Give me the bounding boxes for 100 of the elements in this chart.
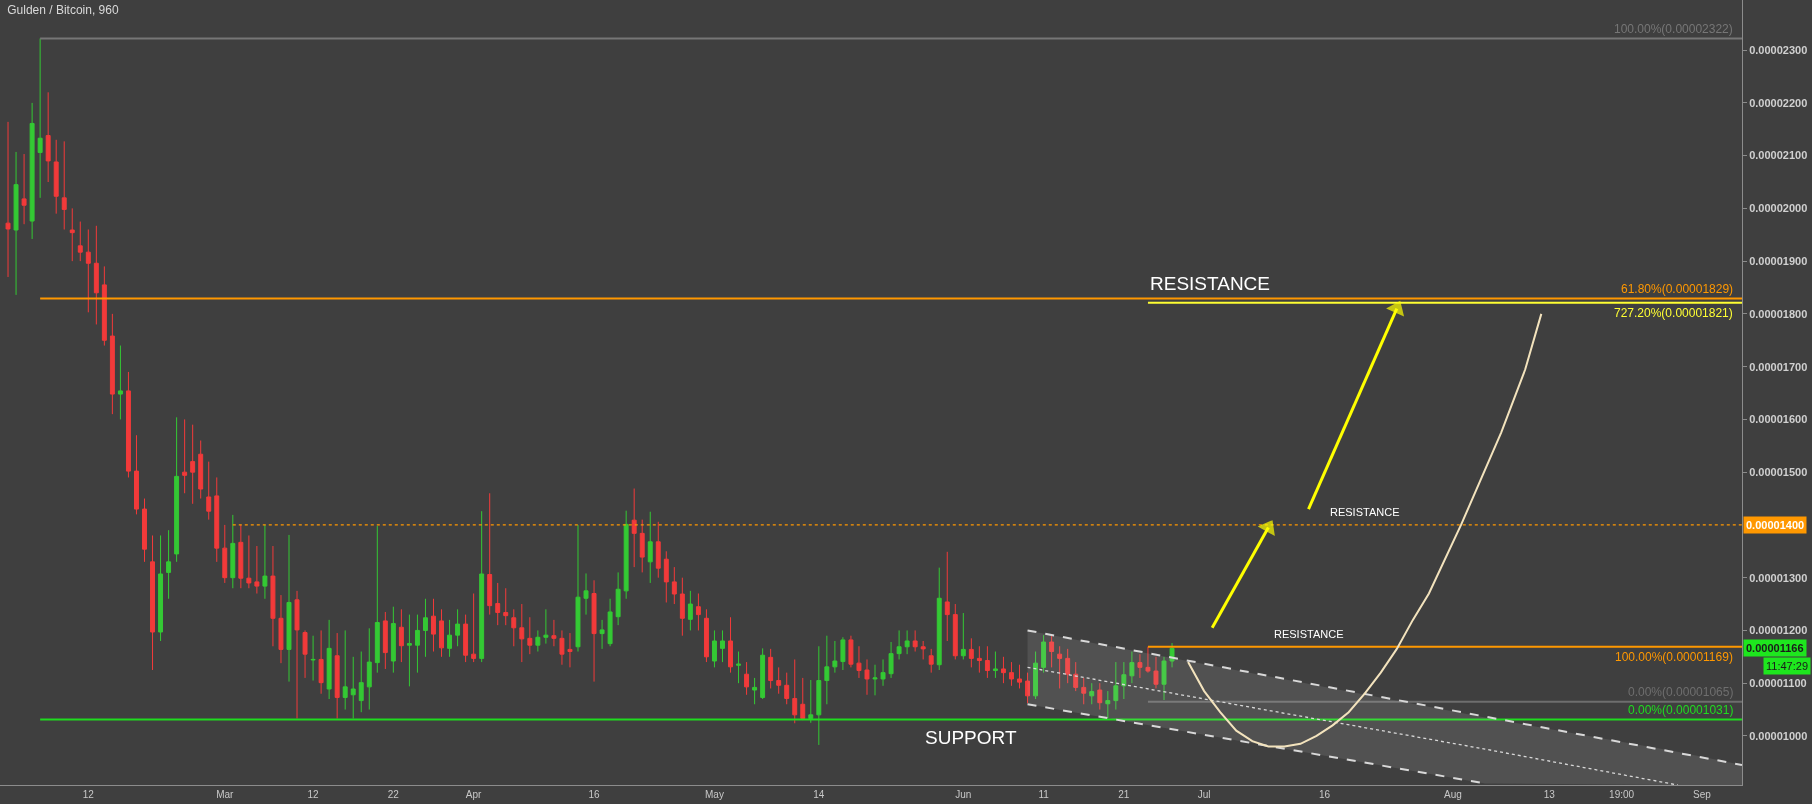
candlestick bbox=[728, 616, 733, 674]
candlestick bbox=[342, 629, 348, 711]
candlestick bbox=[920, 640, 926, 660]
candlestick bbox=[246, 534, 252, 589]
y-tick-label: 0.00001300 bbox=[1749, 571, 1808, 584]
candlestick bbox=[816, 645, 822, 746]
candlestick bbox=[198, 440, 204, 500]
candlestick bbox=[928, 648, 934, 674]
x-tick-label: 11 bbox=[1038, 789, 1050, 800]
candlestick bbox=[575, 524, 581, 653]
candlestick bbox=[1057, 645, 1063, 689]
candlestick bbox=[77, 221, 83, 262]
annotation: RESISTANCE bbox=[1274, 628, 1344, 640]
candlestick bbox=[382, 611, 388, 670]
candlestick bbox=[840, 636, 846, 671]
candlestick bbox=[936, 567, 942, 671]
text: 0.00001166 bbox=[1746, 642, 1804, 654]
candlestick bbox=[1137, 653, 1143, 679]
candlestick bbox=[631, 488, 637, 568]
x-tick-label: Jun bbox=[955, 789, 972, 800]
x-tick-label: 12 bbox=[82, 789, 95, 800]
candlestick bbox=[655, 521, 661, 579]
candlestick bbox=[390, 606, 396, 674]
candlestick bbox=[527, 616, 533, 655]
candlestick bbox=[326, 619, 332, 700]
x-tick-label: May bbox=[705, 789, 724, 800]
y-tick-label: 0.00002100 bbox=[1749, 149, 1808, 162]
candlestick bbox=[1153, 656, 1159, 689]
annotation: RESISTANCE bbox=[1150, 273, 1271, 294]
candlestick bbox=[238, 524, 244, 589]
candlestick bbox=[832, 640, 838, 674]
candlestick bbox=[639, 519, 645, 573]
candlestick bbox=[679, 577, 685, 637]
candlestick bbox=[1161, 656, 1167, 701]
x-tick-label: 13 bbox=[1543, 789, 1556, 800]
candlestick bbox=[93, 225, 99, 325]
candlestick bbox=[495, 582, 501, 626]
candlestick bbox=[302, 629, 308, 679]
candlestick bbox=[278, 594, 284, 664]
candlestick bbox=[142, 498, 147, 563]
candlestick bbox=[431, 598, 436, 653]
x-tick-label: 14 bbox=[813, 789, 825, 800]
candlestick bbox=[61, 140, 67, 230]
y-tick-label: 0.00002300 bbox=[1749, 43, 1808, 56]
candlestick bbox=[294, 590, 300, 720]
x-tick-label: Sep bbox=[1692, 789, 1712, 800]
candlestick bbox=[1073, 661, 1079, 692]
candlestick bbox=[85, 228, 91, 313]
candlestick bbox=[334, 632, 340, 720]
candlestick bbox=[463, 614, 469, 663]
candlestick bbox=[406, 614, 412, 687]
candlestick bbox=[350, 656, 356, 720]
candlestick bbox=[21, 153, 27, 225]
candlestick bbox=[1041, 634, 1047, 674]
candlestick bbox=[1089, 682, 1095, 705]
candlestick bbox=[366, 627, 372, 711]
candlestick bbox=[1129, 651, 1135, 684]
candlestick bbox=[222, 524, 228, 584]
candlestick bbox=[695, 593, 701, 631]
candlestick bbox=[101, 265, 107, 347]
candlestick bbox=[69, 207, 75, 262]
candlestick bbox=[960, 612, 966, 660]
candlestick bbox=[623, 510, 629, 600]
candlestick bbox=[190, 424, 196, 505]
candlestick bbox=[254, 545, 260, 594]
candlestick bbox=[872, 664, 878, 696]
candlestick bbox=[479, 510, 485, 663]
candlestick bbox=[1145, 646, 1151, 674]
candlestick bbox=[711, 629, 717, 668]
candlestick bbox=[784, 672, 790, 705]
candlestick bbox=[535, 629, 541, 653]
candlestick bbox=[182, 418, 188, 494]
x-tick-label: 21 bbox=[1118, 789, 1130, 800]
candlestick bbox=[687, 590, 693, 631]
annotation: RESISTANCE bbox=[1330, 506, 1400, 518]
candlestick bbox=[374, 525, 380, 674]
series-label: 0.00001400 bbox=[1746, 519, 1805, 531]
candlestick bbox=[206, 461, 212, 521]
candlestick bbox=[599, 619, 605, 650]
candlestick bbox=[880, 658, 886, 687]
candlestick bbox=[1113, 661, 1119, 711]
candlestick bbox=[270, 545, 276, 647]
x-tick-label: Apr bbox=[465, 789, 483, 800]
candlestick bbox=[174, 416, 180, 563]
candlestick bbox=[109, 313, 115, 415]
y-tick-label: 0.00001500 bbox=[1749, 466, 1808, 479]
chart-title: Gulden / Bitcoin, 960 bbox=[7, 3, 119, 18]
candlestick bbox=[447, 619, 453, 658]
candlestick bbox=[134, 434, 139, 515]
text: 11:47:29 bbox=[1766, 660, 1809, 672]
candlestick bbox=[1049, 635, 1055, 668]
candlestick bbox=[1065, 648, 1071, 684]
candlestick bbox=[559, 629, 565, 666]
candlestick bbox=[13, 151, 19, 296]
candlestick bbox=[1009, 661, 1014, 687]
candlestick bbox=[117, 345, 123, 420]
candlestick bbox=[166, 529, 172, 600]
candlestick bbox=[984, 645, 990, 679]
x-tick-label: Aug bbox=[1444, 789, 1462, 800]
series-label: 61.80%(0.00001829) bbox=[1621, 282, 1734, 296]
